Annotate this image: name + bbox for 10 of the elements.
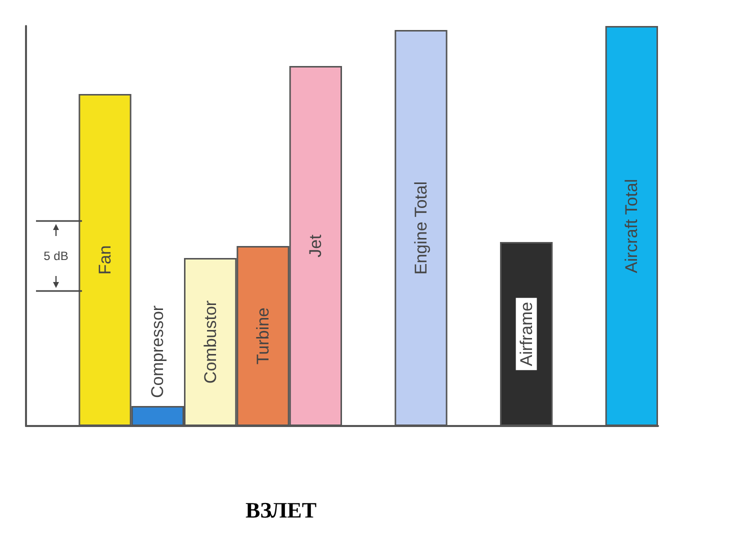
x-tick-label: Fan xyxy=(96,245,114,275)
x-tick-label: Compressor xyxy=(148,305,168,398)
annotation: 5 dB xyxy=(44,249,68,263)
x-tick-label: Jet xyxy=(306,234,326,258)
x-tick-label: Turbine xyxy=(254,307,272,365)
x-tick-label: Aircraft Total xyxy=(622,178,642,274)
text: ВЗЛЕТ xyxy=(245,498,317,522)
x-tick-label: Engine Total xyxy=(412,181,430,275)
x-tick-label: Airframe xyxy=(516,302,536,366)
x-tick-label: Combustor xyxy=(200,300,220,384)
